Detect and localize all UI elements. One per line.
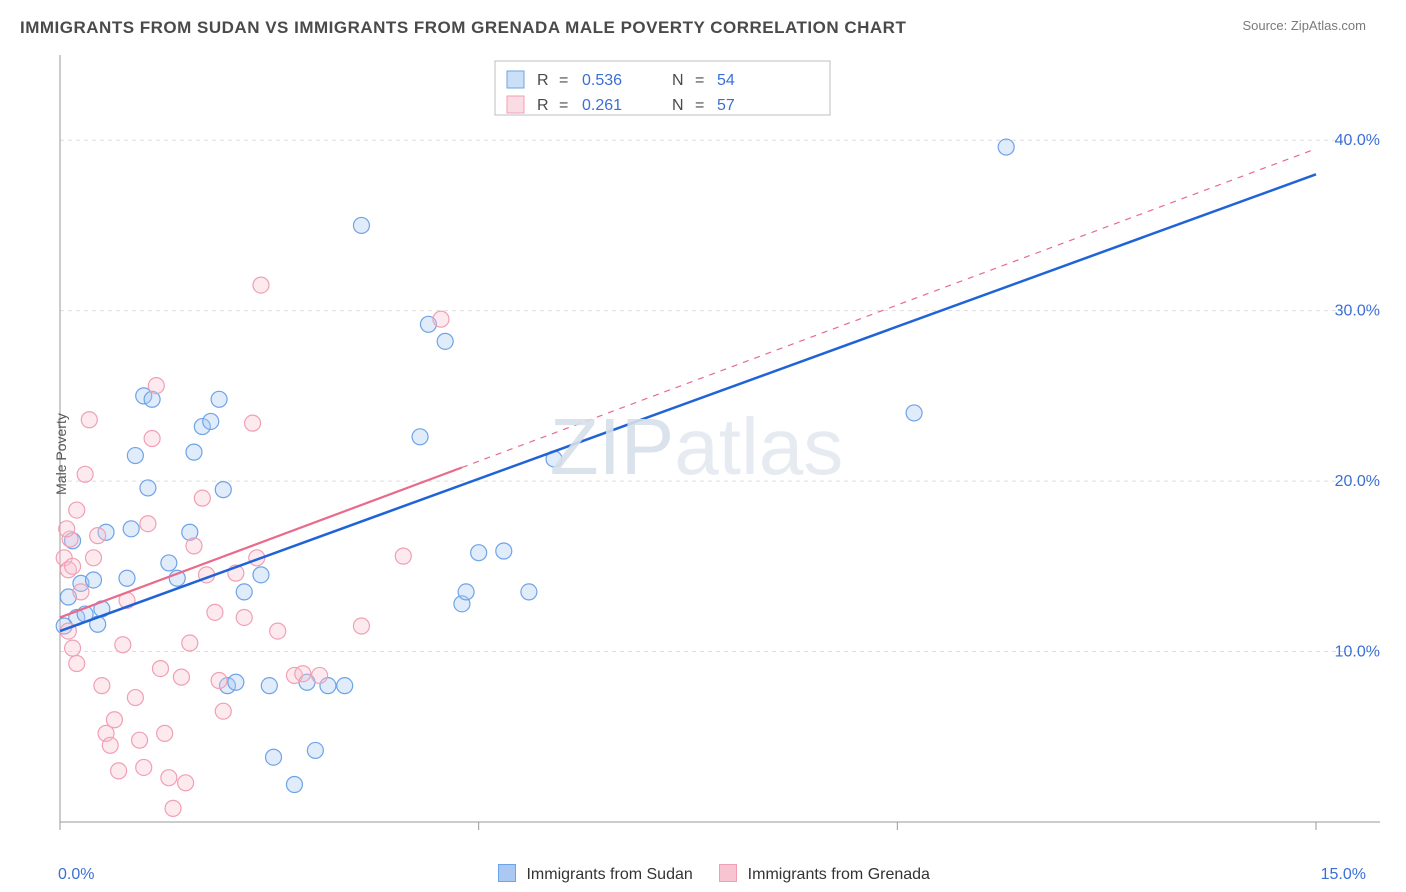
source-prefix: Source: — [1242, 18, 1290, 33]
svg-text:10.0%: 10.0% — [1335, 644, 1380, 661]
svg-text:N: N — [672, 97, 684, 114]
legend-swatch-sudan — [498, 864, 516, 882]
svg-text:40.0%: 40.0% — [1335, 132, 1380, 149]
svg-text:30.0%: 30.0% — [1335, 303, 1380, 320]
chart-area: Male Poverty 10.0% 20.0% 30.0% 40.0% R = 0.536… — [50, 55, 1386, 852]
svg-text:20.0%: 20.0% — [1335, 473, 1380, 490]
svg-text:=: = — [695, 72, 704, 89]
svg-text:=: = — [695, 97, 704, 114]
legend-label-grenada: Immigrants from Grenada — [748, 866, 930, 883]
legend-swatch-grenada — [719, 864, 737, 882]
svg-text:R: R — [537, 72, 549, 89]
source-link[interactable]: ZipAtlas.com — [1291, 18, 1366, 33]
svg-text:54: 54 — [717, 72, 735, 89]
scatter-chart: 10.0% 20.0% 30.0% 40.0% R = 0.536 N = 54 R = 0.261 N =… — [50, 55, 1386, 852]
svg-text:R: R — [537, 97, 549, 114]
x-axis-max-label: 15.0% — [1321, 866, 1366, 884]
svg-text:0.536: 0.536 — [582, 72, 622, 89]
source-attribution: Source: ZipAtlas.com — [1242, 18, 1366, 33]
svg-text:0.261: 0.261 — [582, 97, 622, 114]
svg-text:=: = — [559, 97, 568, 114]
svg-text:57: 57 — [717, 97, 735, 114]
legend-bottom: Immigrants from Sudan Immigrants from Gr… — [0, 864, 1406, 884]
y-axis-label: Male Poverty — [53, 413, 69, 495]
page-title: IMMIGRANTS FROM SUDAN VS IMMIGRANTS FROM… — [20, 18, 906, 37]
x-axis-min-label: 0.0% — [58, 866, 94, 884]
legend-label-sudan: Immigrants from Sudan — [526, 866, 692, 883]
svg-text:N: N — [672, 72, 684, 89]
svg-text:=: = — [559, 72, 568, 89]
